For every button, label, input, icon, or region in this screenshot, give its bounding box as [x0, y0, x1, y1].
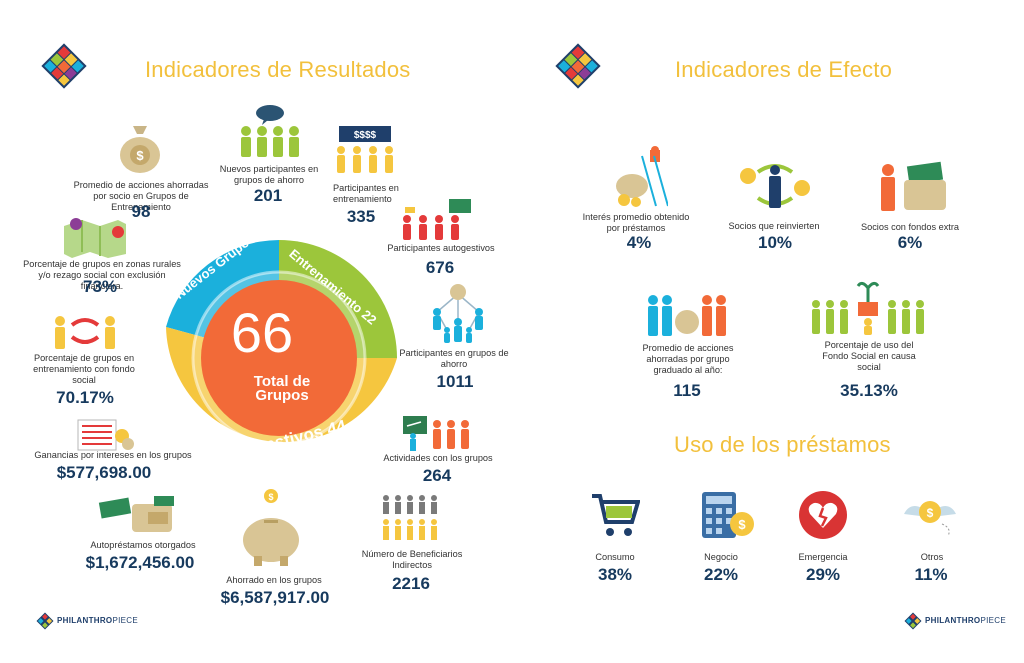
stat-fondo-label: Porcentaje de grupos en entrenamiento co…: [33, 353, 135, 385]
stat-reinvierten-value: 10%: [757, 233, 793, 252]
right-title: Indicadores de Efecto: [675, 57, 893, 82]
stat-actividades-value: 264: [422, 466, 452, 485]
piggy-bank-icon: $: [243, 489, 299, 566]
svg-text:$: $: [268, 492, 273, 502]
shopping-cart-icon: [592, 494, 640, 536]
stat-autoprestamos-value: $1,672,456.00: [85, 553, 195, 572]
exchange-people-icon: [55, 316, 115, 349]
wallet-money-icon: [98, 496, 174, 532]
donut-center: [201, 280, 357, 436]
logo-diamond-icon: [555, 43, 601, 89]
uso-emergencia-value: 29%: [805, 565, 841, 584]
stat-acciones-graduado-label: Promedio de acciones ahorradas por grupo…: [642, 343, 734, 375]
uso-consumo-value: 38%: [597, 565, 633, 584]
brand-name-bold: PHILANTHRO: [925, 616, 981, 625]
uso-consumo-label: Consumo: [595, 552, 635, 562]
brand-logo-icon: [36, 612, 54, 630]
stat-acciones-label: Promedio de acciones ahorradas por socio…: [73, 180, 209, 212]
brand-name-rest: PIECE: [112, 616, 138, 625]
stat-fondo-value: 70.17%: [56, 388, 114, 407]
person-wallet-icon: [881, 161, 946, 211]
calculator-icon: $: [702, 492, 754, 538]
uso-otros-value: 11%: [914, 565, 948, 584]
stat-reinvierten-label: Socios que reinvierten: [728, 221, 820, 231]
stat-autogestivos-label: Participantes autogestivos: [387, 243, 495, 253]
teacher-icon: [403, 416, 469, 451]
stat-zonas-value: 73%: [82, 277, 118, 296]
presentation-people-icon: $$$$: [337, 126, 393, 173]
stat-actividades-label: Actividades con los grupos: [383, 453, 493, 463]
stat-fondo-social-value: 35.13%: [840, 381, 898, 400]
stat-entrenamiento-label: Participantes en entrenamiento: [333, 183, 399, 204]
stat-ganancias-value: $577,698.00: [56, 463, 152, 482]
stat-participantes-value: 1011: [436, 372, 474, 391]
stat-interes-label: Interés promedio obtenido por préstamos: [582, 212, 690, 233]
svg-text:$: $: [136, 148, 144, 163]
chart-coins-icon: [77, 419, 134, 451]
groups-donut-chart: [166, 240, 397, 446]
stat-ahorrado-label: Ahorrado en los grupos: [226, 575, 322, 585]
uso-title: Uso de los préstamos: [674, 432, 891, 457]
uso-otros-label: Otros: [920, 552, 944, 562]
stat-autoprestamos-label: Autopréstamos otorgados: [90, 540, 196, 550]
broken-heart-icon: [799, 491, 847, 539]
stat-fondos-extra-label: Socios con fondos extra: [860, 222, 960, 232]
stat-nuevos-value: 201: [253, 186, 283, 205]
stat-participantes-label: Participantes en grupos de ahorro: [399, 348, 509, 369]
uso-negocio-value: 22%: [703, 565, 739, 584]
brand-name-right: PHILANTHROPIECE: [925, 616, 1006, 625]
uso-emergencia-label: Emergencia: [798, 552, 848, 562]
svg-text:$: $: [738, 517, 746, 532]
logo-diamond-icon: [41, 43, 87, 89]
left-title: Indicadores de Resultados: [145, 57, 411, 82]
brand-name-rest: PIECE: [980, 616, 1006, 625]
stat-zonas-label: Porcentaje de grupos en zonas rurales y/…: [23, 259, 181, 291]
network-people-icon: [433, 284, 483, 343]
uso-negocio-label: Negocio: [704, 552, 738, 562]
brand-name-left: PHILANTHROPIECE: [57, 616, 138, 625]
stat-beneficiarios-value: 2216: [392, 574, 430, 593]
people-plant-icon: [812, 281, 924, 335]
group-money-bag-icon: [648, 295, 726, 336]
stat-acciones-graduado-value: 115: [673, 381, 701, 400]
donut-total-label-1: Total de: [253, 373, 311, 390]
brand-name-bold: PHILANTHRO: [57, 616, 113, 625]
stat-nuevos-label: Nuevos participantes en grupos de ahorro: [219, 164, 319, 185]
stat-fondos-extra-value: 6%: [897, 233, 923, 252]
people-grid-icon: [383, 495, 437, 540]
svg-text:$: $: [927, 506, 934, 520]
stat-beneficiarios-label: Número de Beneficiarios Indirectos: [361, 549, 463, 570]
map-icon: [64, 218, 126, 258]
stat-ahorrado-value: $6,587,917.00: [220, 588, 330, 607]
brand-logo-icon: [904, 612, 922, 630]
ladder-coins-icon: [616, 146, 668, 207]
stat-entrenamiento-value: 335: [346, 207, 376, 226]
red-people-money-icon: [403, 199, 471, 240]
flying-coin-icon: $: [904, 501, 956, 537]
money-bag-icon: $: [120, 126, 160, 173]
donut-total-label-2: Grupos: [255, 387, 309, 404]
stat-ganancias-label: Ganancias por intereses en los grupos: [34, 450, 192, 460]
stat-interes-value: 4%: [626, 233, 652, 252]
stat-autogestivos-value: 676: [425, 258, 455, 277]
svg-text:$$$$: $$$$: [354, 130, 377, 141]
reinvest-person-icon: [740, 164, 810, 208]
stat-acciones-value: 98: [131, 202, 151, 221]
stat-fondo-social-label: Porcentaje de uso del Fondo Social en ca…: [822, 340, 916, 372]
group-people-icon: [241, 105, 299, 157]
donut-total-value: 66: [230, 301, 294, 364]
